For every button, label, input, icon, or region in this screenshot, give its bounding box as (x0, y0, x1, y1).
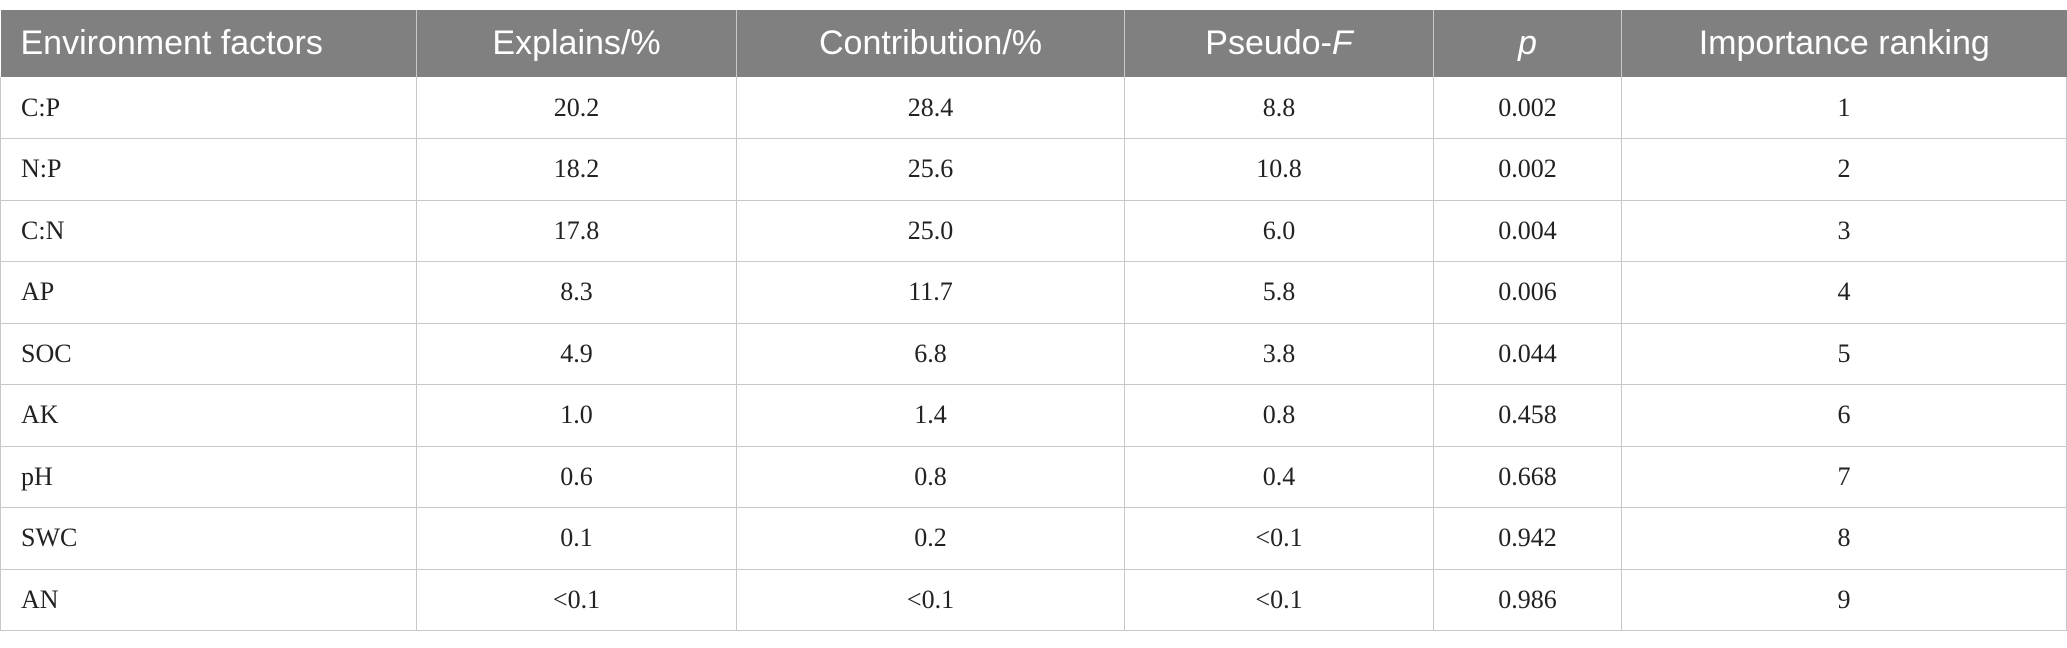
cell-p: 0.044 (1433, 323, 1622, 385)
cell-explains: 8.3 (416, 261, 737, 324)
cell-explains: 0.1 (416, 507, 737, 570)
cell-factor: SOC (0, 323, 417, 385)
cell-contribution: 1.4 (736, 384, 1125, 447)
cell-pseudo-f: 5.8 (1124, 261, 1434, 324)
cell-explains: 17.8 (416, 200, 737, 262)
header-importance-ranking: Importance ranking (1698, 24, 1990, 62)
header-pseudo-f: Pseudo-F (1124, 10, 1434, 77)
cell-p: 0.002 (1433, 77, 1622, 139)
cell-explains: <0.1 (416, 569, 737, 631)
cell-p: 0.006 (1433, 261, 1622, 324)
cell-ranking: 5 (1621, 323, 2067, 385)
header-explains: Explains/% (416, 10, 737, 77)
cell-explains: 20.2 (416, 77, 737, 139)
cell-factor: AP (0, 261, 417, 324)
cell-factor: AK (0, 384, 417, 447)
cell-pseudo-f: 6.0 (1124, 200, 1434, 262)
header-row: Environment factors Explains/% Contribut… (0, 10, 2067, 77)
table-row: pH 0.6 0.8 0.4 0.668 7 (0, 446, 2067, 508)
cell-pseudo-f: 0.4 (1124, 446, 1434, 508)
cell-p: 0.986 (1433, 569, 1622, 631)
table-row: AN <0.1 <0.1 <0.1 0.986 9 (0, 569, 2067, 631)
cell-ranking: 3 (1621, 200, 2067, 262)
cell-pseudo-f: 0.8 (1124, 384, 1434, 447)
header-pseudo-italic: F (1331, 24, 1353, 62)
header-p: p (1433, 10, 1622, 77)
cell-explains: 18.2 (416, 138, 737, 201)
cell-contribution: 6.8 (736, 323, 1125, 385)
cell-contribution: <0.1 (736, 569, 1125, 631)
cell-ranking: 4 (1621, 261, 2067, 324)
cell-ranking: 2 (1621, 138, 2067, 201)
cell-ranking: 6 (1621, 384, 2067, 447)
header-contribution: Contribution/% (736, 10, 1125, 77)
cell-ranking: 9 (1621, 569, 2067, 631)
cell-factor: N:P (0, 138, 417, 201)
header-pseudo-prefix: Pseudo- (1205, 24, 1332, 62)
table-body: C:P 20.2 28.4 8.8 0.002 1 N:P 18.2 25.6 10.8 0.002… (0, 77, 2067, 631)
cell-factor: SWC (0, 507, 417, 570)
cell-pseudo-f: 10.8 (1124, 138, 1434, 201)
cell-contribution: 25.0 (736, 200, 1125, 262)
cell-ranking: 1 (1621, 77, 2067, 139)
cell-pseudo-f: 3.8 (1124, 323, 1434, 385)
table-row: AP 8.3 11.7 5.8 0.006 4 (0, 261, 2067, 324)
cell-explains: 4.9 (416, 323, 737, 385)
cell-explains: 0.6 (416, 446, 737, 508)
cell-pseudo-f: <0.1 (1124, 507, 1434, 570)
cell-p: 0.458 (1433, 384, 1622, 447)
cell-contribution: 0.8 (736, 446, 1125, 508)
cell-contribution: 28.4 (736, 77, 1125, 139)
table-row: N:P 18.2 25.6 10.8 0.002 2 (0, 138, 2067, 201)
cell-factor: C:N (0, 200, 417, 262)
cell-p: 0.004 (1433, 200, 1622, 262)
table-header: Environment factors Explains/% Contribut… (0, 10, 2067, 77)
cell-pseudo-f: <0.1 (1124, 569, 1434, 631)
cell-factor: pH (0, 446, 417, 508)
table-row: AK 1.0 1.4 0.8 0.458 6 (0, 384, 2067, 447)
table-row: C:P 20.2 28.4 8.8 0.002 1 (0, 77, 2067, 139)
cell-ranking: 8 (1621, 507, 2067, 570)
table-row: SWC 0.1 0.2 <0.1 0.942 8 (0, 507, 2067, 570)
cell-p: 0.002 (1433, 138, 1622, 201)
cell-contribution: 25.6 (736, 138, 1125, 201)
cell-factor: AN (0, 569, 417, 631)
cell-factor: C:P (0, 77, 417, 139)
cell-contribution: 0.2 (736, 507, 1125, 570)
cell-ranking: 7 (1621, 446, 2067, 508)
cell-contribution: 11.7 (736, 261, 1125, 324)
environment-factors-table: Environment factors Explains/% Contribut… (0, 10, 2067, 631)
table-row: C:N 17.8 25.0 6.0 0.004 3 (0, 200, 2067, 262)
table-row: SOC 4.9 6.8 3.8 0.044 5 (0, 323, 2067, 385)
header-environment-factors: Environment factors (0, 10, 417, 77)
cell-p: 0.668 (1433, 446, 1622, 508)
cell-p: 0.942 (1433, 507, 1622, 570)
cell-pseudo-f: 8.8 (1124, 77, 1434, 139)
cell-explains: 1.0 (416, 384, 737, 447)
